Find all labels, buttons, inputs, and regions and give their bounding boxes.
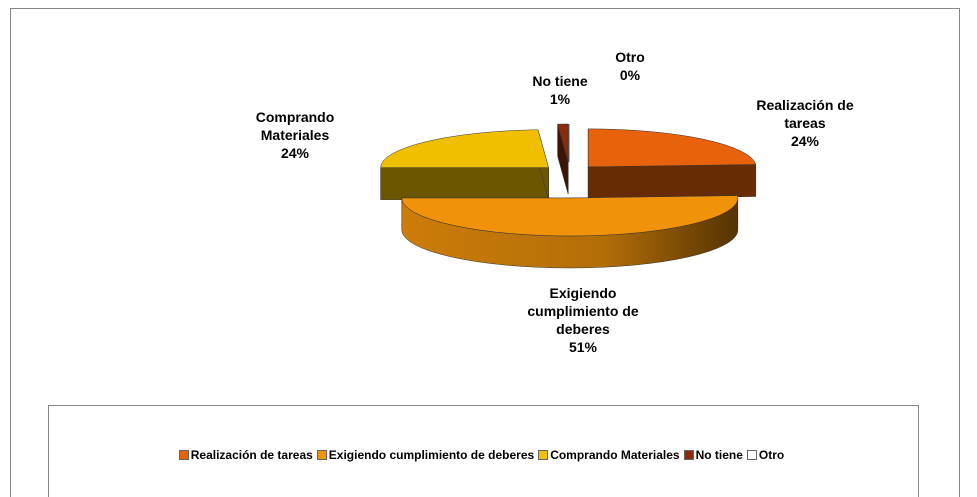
legend-swatch: [683, 450, 694, 460]
legend-label: Otro: [758, 448, 785, 462]
legend-swatch: [746, 450, 757, 460]
label-category: Exigiendo cumplimiento de deberes: [527, 285, 639, 337]
legend-item: Otro: [746, 448, 785, 462]
label-category: Realización de tareas: [756, 97, 854, 131]
slice-cut-face: [587, 164, 757, 200]
label-value: 1%: [549, 91, 571, 107]
legend: Realización de tareas Exigiendo cumplimie…: [48, 405, 919, 497]
pie-area: [380, 123, 757, 269]
legend-item: No tiene: [683, 448, 743, 462]
chart-frame: [10, 8, 960, 497]
data-label: No tiene 1%: [515, 72, 605, 108]
slice: [587, 128, 757, 168]
legend-label: Realización de tareas: [190, 448, 313, 462]
label-value: 24%: [280, 145, 310, 161]
label-category: Otro: [615, 49, 645, 65]
legend-swatch: [538, 450, 549, 460]
slice: [557, 123, 569, 163]
data-label: Exigiendo cumplimiento de deberes 51%: [518, 284, 648, 356]
legend-item: Realización de tareas: [178, 448, 313, 462]
data-label: Realización de tareas 24%: [740, 96, 870, 150]
legend-label: Exigiendo cumplimiento de deberes: [328, 448, 535, 462]
label-value: 24%: [790, 133, 820, 149]
label-category: No tiene: [532, 73, 588, 89]
slice: [401, 195, 739, 237]
label-value: 0%: [619, 67, 641, 83]
legend-swatch: [178, 450, 189, 460]
legend-item: Comprando Materiales: [538, 448, 680, 462]
legend-label: Comprando Materiales: [550, 448, 680, 462]
slice-cut-face: [380, 167, 549, 200]
legend-swatch: [316, 450, 327, 460]
data-label: Otro 0%: [600, 48, 660, 84]
label-value: 51%: [568, 339, 598, 355]
legend-label: No tiene: [695, 448, 743, 462]
slice: [380, 129, 549, 168]
label-category: Comprando Materiales: [255, 109, 335, 143]
data-label: Comprando Materiales 24%: [238, 108, 353, 162]
legend-item: Exigiendo cumplimiento de deberes: [316, 448, 535, 462]
